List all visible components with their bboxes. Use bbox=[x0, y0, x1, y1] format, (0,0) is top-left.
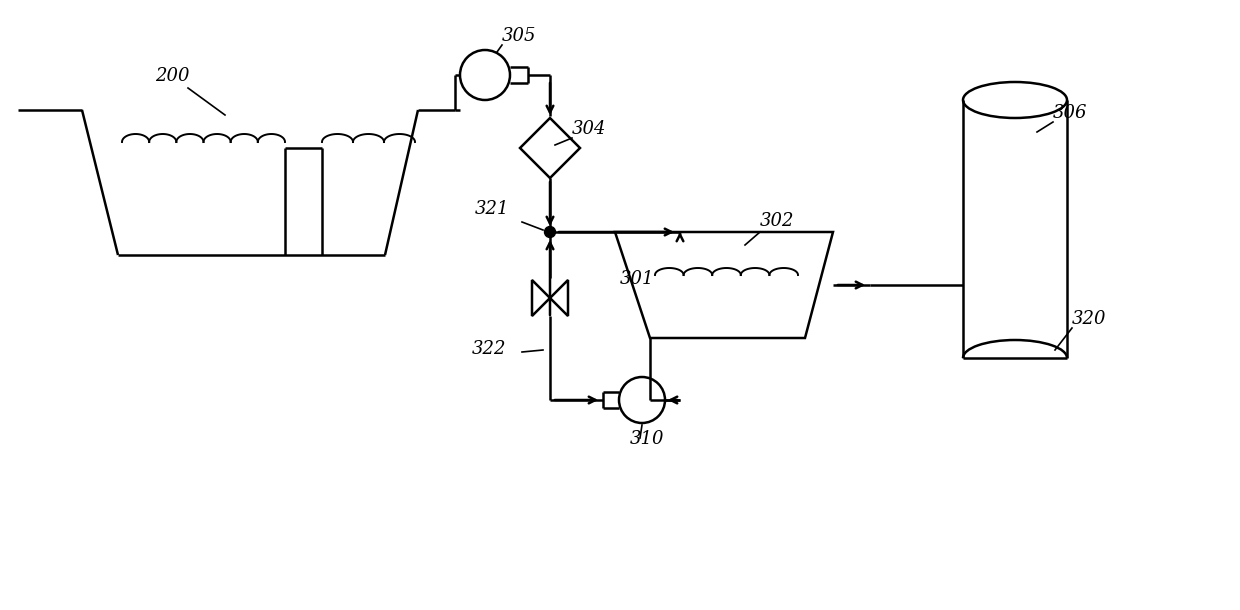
Text: 305: 305 bbox=[502, 27, 537, 45]
Text: 200: 200 bbox=[155, 67, 190, 85]
Text: 310: 310 bbox=[630, 430, 665, 448]
Text: 301: 301 bbox=[620, 270, 655, 288]
Text: 320: 320 bbox=[1073, 310, 1106, 328]
Text: 304: 304 bbox=[572, 120, 606, 138]
Circle shape bbox=[544, 226, 556, 237]
Text: 306: 306 bbox=[1053, 104, 1087, 122]
Text: 302: 302 bbox=[760, 212, 795, 230]
Text: 321: 321 bbox=[475, 200, 510, 218]
Text: 322: 322 bbox=[472, 340, 506, 358]
